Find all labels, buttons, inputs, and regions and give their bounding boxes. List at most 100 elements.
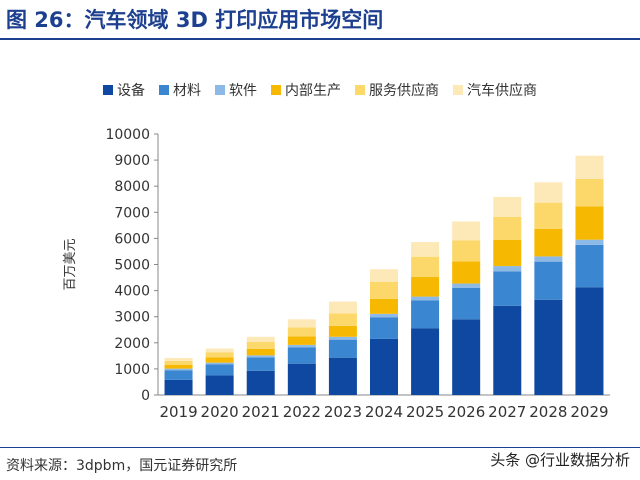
bar-segment bbox=[534, 299, 563, 395]
legend-item: 材料 bbox=[159, 80, 201, 100]
x-tick-label: 2023 bbox=[324, 403, 362, 421]
legend-item: 软件 bbox=[215, 80, 257, 100]
legend-swatch bbox=[271, 85, 281, 95]
bar-segment bbox=[452, 261, 481, 284]
legend-swatch bbox=[159, 85, 169, 95]
bar-segment bbox=[246, 348, 275, 356]
x-tick-label: 2021 bbox=[242, 403, 280, 421]
y-tick-label: 4000 bbox=[114, 284, 150, 300]
bar-segment bbox=[411, 277, 440, 297]
y-tick-label: 6000 bbox=[114, 231, 150, 247]
bar-segment bbox=[164, 364, 193, 369]
bar-segment bbox=[164, 368, 193, 371]
x-tick-label: 2022 bbox=[283, 403, 321, 421]
bar-segment bbox=[246, 357, 275, 371]
x-tick-label: 2028 bbox=[529, 403, 567, 421]
y-tick-label: 1000 bbox=[114, 362, 150, 378]
legend-swatch bbox=[453, 85, 463, 95]
legend-item: 设备 bbox=[103, 80, 145, 100]
bar-segment bbox=[164, 360, 193, 365]
bar-segment bbox=[246, 355, 275, 358]
bar-segment bbox=[287, 344, 316, 348]
bar-segment bbox=[328, 313, 357, 326]
bar-segment bbox=[575, 206, 604, 240]
bar-segment bbox=[452, 221, 481, 241]
bar-segment bbox=[493, 196, 522, 217]
bar-segment bbox=[205, 348, 234, 353]
bar-segment bbox=[328, 325, 357, 337]
bottom-divider bbox=[0, 447, 640, 448]
legend-label: 材料 bbox=[173, 83, 201, 99]
y-tick-label: 3000 bbox=[114, 310, 150, 326]
bar-segment bbox=[370, 317, 398, 339]
bar-segment bbox=[370, 298, 398, 314]
bar-segment bbox=[370, 313, 398, 318]
legend-label: 服务供应商 bbox=[369, 83, 439, 99]
legend-swatch bbox=[215, 85, 225, 95]
x-tick-label: 2025 bbox=[406, 403, 444, 421]
bar-segment bbox=[205, 375, 234, 395]
legend-item: 内部生产 bbox=[271, 80, 341, 100]
bar-segment bbox=[493, 216, 522, 240]
legend-swatch bbox=[103, 85, 113, 95]
y-tick-label: 5000 bbox=[114, 258, 150, 274]
bar-segment bbox=[575, 287, 604, 395]
bar-segment bbox=[452, 240, 481, 262]
bar-segment bbox=[246, 370, 275, 395]
bar-segment bbox=[493, 305, 522, 395]
bar-segment bbox=[328, 357, 357, 395]
bar-segment bbox=[287, 336, 316, 345]
y-tick-label: 10000 bbox=[105, 127, 150, 143]
bar-segment bbox=[370, 269, 398, 282]
y-tick-label: 0 bbox=[141, 388, 150, 404]
bar-segment bbox=[493, 271, 522, 306]
x-tick-label: 2029 bbox=[570, 403, 608, 421]
bar-segment bbox=[370, 281, 398, 299]
bar-segment bbox=[534, 202, 563, 229]
x-tick-label: 2019 bbox=[159, 403, 197, 421]
bar-segment bbox=[328, 339, 357, 358]
page-title: 图 26：汽车领域 3D 打印应用市场空间 bbox=[6, 8, 384, 32]
bar-segment bbox=[575, 239, 604, 245]
bar-segment bbox=[493, 239, 522, 267]
bar-segment bbox=[287, 347, 316, 364]
x-tick-label: 2024 bbox=[365, 403, 403, 421]
bar-segment bbox=[534, 182, 563, 203]
y-tick-label: 8000 bbox=[114, 179, 150, 195]
bar-segment bbox=[575, 244, 604, 288]
stacked-bar-chart: 0 1000 2000 3000 4000 5000 6000 7000 8000 9000 100… bbox=[63, 127, 610, 421]
y-tick-label: 9000 bbox=[114, 153, 150, 169]
bar-segment bbox=[534, 228, 563, 257]
watermark: 头条 @行业数据分析 bbox=[490, 451, 630, 469]
bar-segment bbox=[287, 319, 316, 328]
bar-segment bbox=[452, 283, 481, 288]
bar-segment bbox=[164, 379, 193, 395]
bar-segment bbox=[287, 363, 316, 395]
bar-segment bbox=[164, 370, 193, 380]
bar-segment bbox=[575, 178, 604, 207]
bar-segment bbox=[411, 300, 440, 329]
legend-item: 服务供应商 bbox=[355, 80, 439, 100]
bar-segment bbox=[411, 328, 440, 395]
bar-segment bbox=[411, 256, 440, 278]
bar-segment bbox=[164, 357, 193, 361]
legend-label: 汽车供应商 bbox=[467, 83, 537, 99]
bar-segment bbox=[287, 327, 316, 337]
bar-segment bbox=[205, 352, 234, 358]
x-tick-label: 2027 bbox=[488, 403, 526, 421]
bar-segment bbox=[328, 301, 357, 314]
chart-legend: 设备 材料 软件 内部生产 服务供应商 汽车供应商 bbox=[0, 80, 640, 100]
bar-segment bbox=[452, 319, 481, 395]
bar-segment bbox=[205, 362, 234, 365]
legend-item: 汽车供应商 bbox=[453, 80, 537, 100]
bar-segment bbox=[205, 357, 234, 363]
legend-label: 内部生产 bbox=[285, 83, 341, 99]
legend-swatch bbox=[355, 85, 365, 95]
bar-segment bbox=[246, 342, 275, 349]
bar-segment bbox=[246, 336, 275, 343]
y-axis-label: 百万美元 bbox=[63, 238, 78, 290]
bar-segment bbox=[328, 336, 357, 340]
legend-label: 设备 bbox=[117, 83, 145, 99]
y-tick-label: 7000 bbox=[114, 205, 150, 221]
x-tick-label: 2026 bbox=[447, 403, 485, 421]
